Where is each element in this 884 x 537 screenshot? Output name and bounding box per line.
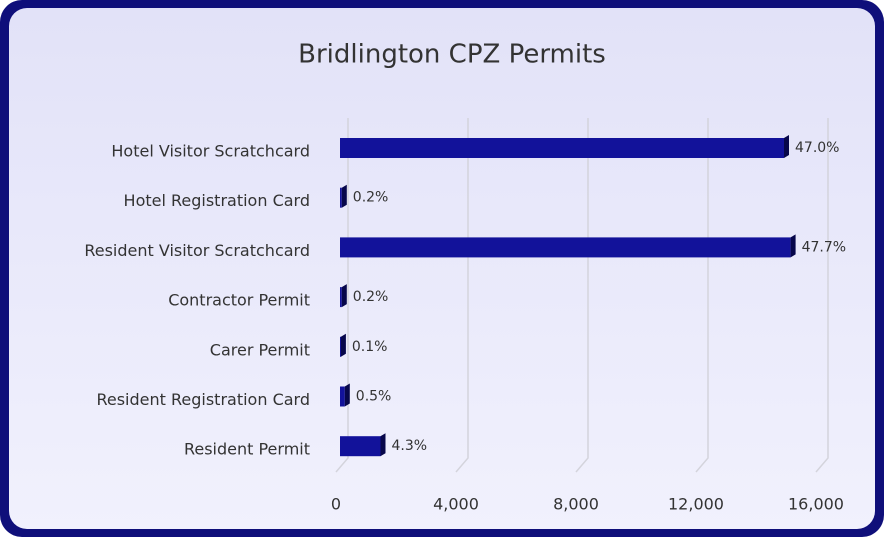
y-tick-label: Resident Registration Card [96, 390, 310, 409]
bar-side [784, 135, 789, 158]
value-label: 0.5% [356, 389, 392, 405]
chart-title: Bridlington CPZ Permits [298, 40, 606, 70]
bar [340, 436, 381, 457]
value-label: 4.3% [392, 438, 428, 454]
value-label: 47.7% [802, 239, 846, 255]
bar-side [341, 184, 347, 208]
grid-line [695, 118, 709, 473]
panel [9, 8, 875, 529]
x-tick-label: 8,000 [553, 495, 599, 514]
y-tick-label: Hotel Registration Card [124, 191, 310, 210]
bar-side [341, 284, 347, 308]
bar-side [790, 234, 796, 258]
x-tick-label: 12,000 [668, 495, 724, 514]
bar [340, 386, 345, 407]
bar [340, 237, 791, 258]
bar [340, 336, 341, 357]
value-label: 47.0% [795, 140, 839, 156]
y-tick-label: Resident Visitor Scratchcard [84, 241, 310, 260]
value-label: 0.1% [352, 339, 388, 355]
bar [340, 287, 342, 308]
x-tick-label: 4,000 [433, 495, 479, 514]
grid-line [815, 118, 829, 473]
bar-side [340, 333, 346, 357]
y-tick-label: Hotel Visitor Scratchcard [111, 142, 310, 161]
x-tick-label: 0 [331, 495, 341, 514]
y-tick-label: Carer Permit [210, 340, 310, 359]
grid-line [575, 118, 589, 473]
y-tick-label: Resident Permit [184, 440, 310, 459]
bar [340, 187, 342, 208]
value-label: 0.2% [353, 190, 389, 206]
bar-side [344, 383, 350, 407]
grid-line [455, 118, 469, 473]
value-label: 0.2% [353, 289, 389, 305]
x-tick-label: 16,000 [788, 495, 844, 514]
bar [340, 138, 784, 158]
grid-line [335, 118, 349, 473]
bar-side [380, 433, 386, 457]
y-tick-label: Contractor Permit [168, 291, 310, 310]
